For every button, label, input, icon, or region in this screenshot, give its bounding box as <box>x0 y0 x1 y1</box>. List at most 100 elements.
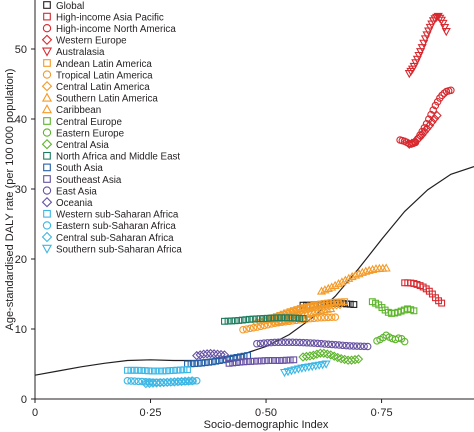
data-point <box>305 351 315 361</box>
data-point <box>212 349 223 359</box>
data-point <box>326 303 336 313</box>
data-point <box>440 23 450 33</box>
data-point <box>328 340 336 349</box>
data-point <box>327 282 337 291</box>
data-point <box>412 135 422 145</box>
data-point <box>290 356 298 364</box>
data-point <box>130 377 139 385</box>
data-point <box>319 348 329 359</box>
series-15 <box>184 352 252 368</box>
data-point <box>127 377 135 385</box>
data-point <box>323 283 333 292</box>
data-point <box>335 341 343 349</box>
data-point <box>123 366 131 374</box>
data-point <box>151 378 162 388</box>
data-point <box>440 89 449 97</box>
data-point <box>176 366 184 374</box>
y-axis-label: Age-standardised DALY rate (per 100 000 … <box>4 69 16 331</box>
data-point <box>198 359 206 367</box>
data-point <box>247 357 255 365</box>
series-3 <box>396 86 455 148</box>
data-point <box>288 314 296 322</box>
data-point <box>324 340 333 348</box>
data-point <box>320 313 329 322</box>
data-point <box>169 377 180 387</box>
axes: 0 10 20 30 40 50 0 0·25 0·50 0·75 Socio-demographi… <box>4 0 474 431</box>
legend-label: Australasia <box>56 47 105 58</box>
data-point <box>254 357 262 365</box>
data-point <box>225 359 233 367</box>
legend-label: Central Europe <box>56 117 122 128</box>
data-point <box>394 334 403 342</box>
data-point <box>271 314 278 322</box>
data-point <box>238 316 246 324</box>
data-point <box>344 273 354 282</box>
data-point <box>310 339 318 347</box>
data-point <box>208 358 216 366</box>
data-point <box>272 357 280 364</box>
legend-marker <box>43 151 51 160</box>
data-point <box>278 314 286 322</box>
data-point <box>342 341 350 350</box>
series-19 <box>123 366 191 375</box>
data-point <box>432 110 442 121</box>
data-point <box>187 360 195 368</box>
y-tick-label: 40 <box>15 114 27 126</box>
data-point <box>433 97 442 106</box>
data-point <box>438 91 446 100</box>
legend-marker <box>42 70 52 79</box>
data-point <box>410 307 418 315</box>
data-point <box>335 299 345 310</box>
data-point <box>285 314 293 322</box>
data-point <box>331 341 340 349</box>
data-point <box>249 324 258 332</box>
data-point <box>321 340 329 348</box>
legend-marker <box>43 163 51 172</box>
data-point <box>169 366 177 374</box>
data-point <box>134 377 143 386</box>
data-point <box>316 286 327 295</box>
data-point <box>281 314 289 322</box>
data-point <box>253 315 261 323</box>
legend-marker <box>43 59 51 67</box>
legend-label: Andean Latin America <box>56 59 152 70</box>
legend-label: Central Latin America <box>56 82 150 93</box>
legend-marker <box>42 221 52 230</box>
x-tick-label: 0·25 <box>140 407 162 419</box>
data-point <box>257 357 265 365</box>
data-point <box>152 367 160 375</box>
data-point <box>346 300 354 308</box>
data-point <box>328 313 336 322</box>
series-5 <box>404 12 451 79</box>
data-point <box>336 353 346 364</box>
data-point <box>330 280 340 289</box>
data-point <box>232 359 240 366</box>
data-point <box>250 357 258 365</box>
data-point <box>260 315 268 322</box>
data-point <box>263 339 272 347</box>
data-point <box>242 316 250 324</box>
legend-marker <box>41 244 53 254</box>
data-point <box>350 301 358 308</box>
legend-marker <box>41 47 53 57</box>
series-12 <box>373 331 409 346</box>
data-point <box>324 313 332 322</box>
legend-label: Eastern sub-Saharan Africa <box>56 221 176 232</box>
legend-label: Caribbean <box>56 105 101 116</box>
data-point <box>338 341 347 350</box>
data-point <box>224 317 232 325</box>
data-point <box>267 338 275 347</box>
data-point <box>339 354 350 365</box>
legend-marker <box>41 196 53 208</box>
data-point <box>438 19 448 29</box>
y-tick-label: 50 <box>15 44 27 56</box>
data-point <box>447 86 455 95</box>
data-point <box>191 360 199 368</box>
data-point <box>261 357 269 365</box>
series-21 <box>141 376 197 389</box>
data-point <box>274 314 282 322</box>
expected-curve <box>34 166 474 376</box>
data-point <box>288 338 297 347</box>
data-point <box>158 377 169 388</box>
data-point <box>127 366 135 374</box>
